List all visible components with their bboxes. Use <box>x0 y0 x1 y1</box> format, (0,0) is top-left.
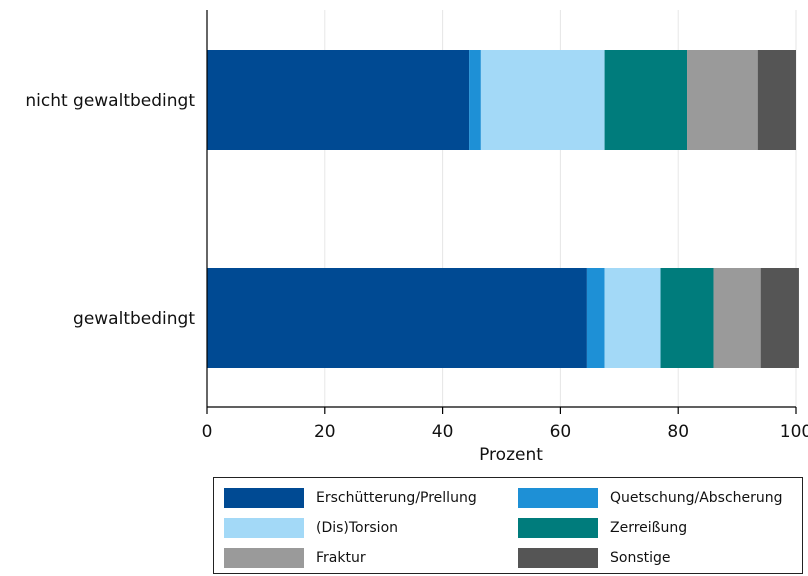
legend-swatch <box>518 488 598 508</box>
y-category-labels: nicht gewaltbedingt gewaltbedingt <box>25 91 195 329</box>
legend-swatch <box>518 518 598 538</box>
bar-segment <box>480 50 605 150</box>
legend-label: Fraktur <box>316 550 366 566</box>
bars-group <box>207 50 799 368</box>
legend-label: Erschütterung/Prellung <box>316 490 477 506</box>
legend-item: Zerreißung <box>518 517 687 539</box>
x-tick-label: 100 <box>780 422 808 442</box>
legend-item: (Dis)Torsion <box>224 517 398 539</box>
legend-item: Sonstige <box>518 547 671 569</box>
x-axis-label: Prozent <box>479 445 543 465</box>
x-tick-label: 0 <box>202 422 213 442</box>
y-category-label: nicht gewaltbedingt <box>25 91 195 111</box>
legend-label: Zerreißung <box>610 520 688 536</box>
bar-segment <box>760 268 799 368</box>
legend-swatch <box>224 548 304 568</box>
legend-swatch <box>224 518 304 538</box>
legend: Erschütterung/Prellung Quetschung/Abscher… <box>213 477 803 574</box>
legend-label: (Dis)Torsion <box>316 520 399 536</box>
legend-label: Sonstige <box>610 550 671 566</box>
legend-swatch <box>224 488 304 508</box>
legend-label: Quetschung/Abscherung <box>610 490 783 506</box>
legend-item: Erschütterung/Prellung <box>224 487 477 509</box>
bar-segment <box>586 268 605 368</box>
legend-swatch <box>518 548 598 568</box>
stacked-bar-chart: 0 20 40 60 80 100 nicht gewaltbedingt gewaltbe… <box>25 10 808 465</box>
x-tick-label: 20 <box>314 422 336 442</box>
x-tick-label: 60 <box>550 422 572 442</box>
y-category-label: gewaltbedingt <box>73 309 195 329</box>
legend-item: Quetschung/Abscherung <box>518 487 783 509</box>
bar-segment <box>469 50 481 150</box>
bar-segment <box>660 268 714 368</box>
bar-segment <box>687 50 758 150</box>
bar-segment <box>207 268 587 368</box>
bar-segment <box>713 268 761 368</box>
x-ticks: 0 20 40 60 80 100 <box>202 407 808 442</box>
legend-item: Fraktur <box>224 547 366 569</box>
x-tick-label: 40 <box>432 422 454 442</box>
bar-segment <box>604 50 688 150</box>
bar-segment <box>604 268 661 368</box>
bar-segment <box>207 50 470 150</box>
x-tick-label: 80 <box>667 422 689 442</box>
bar-segment <box>757 50 796 150</box>
